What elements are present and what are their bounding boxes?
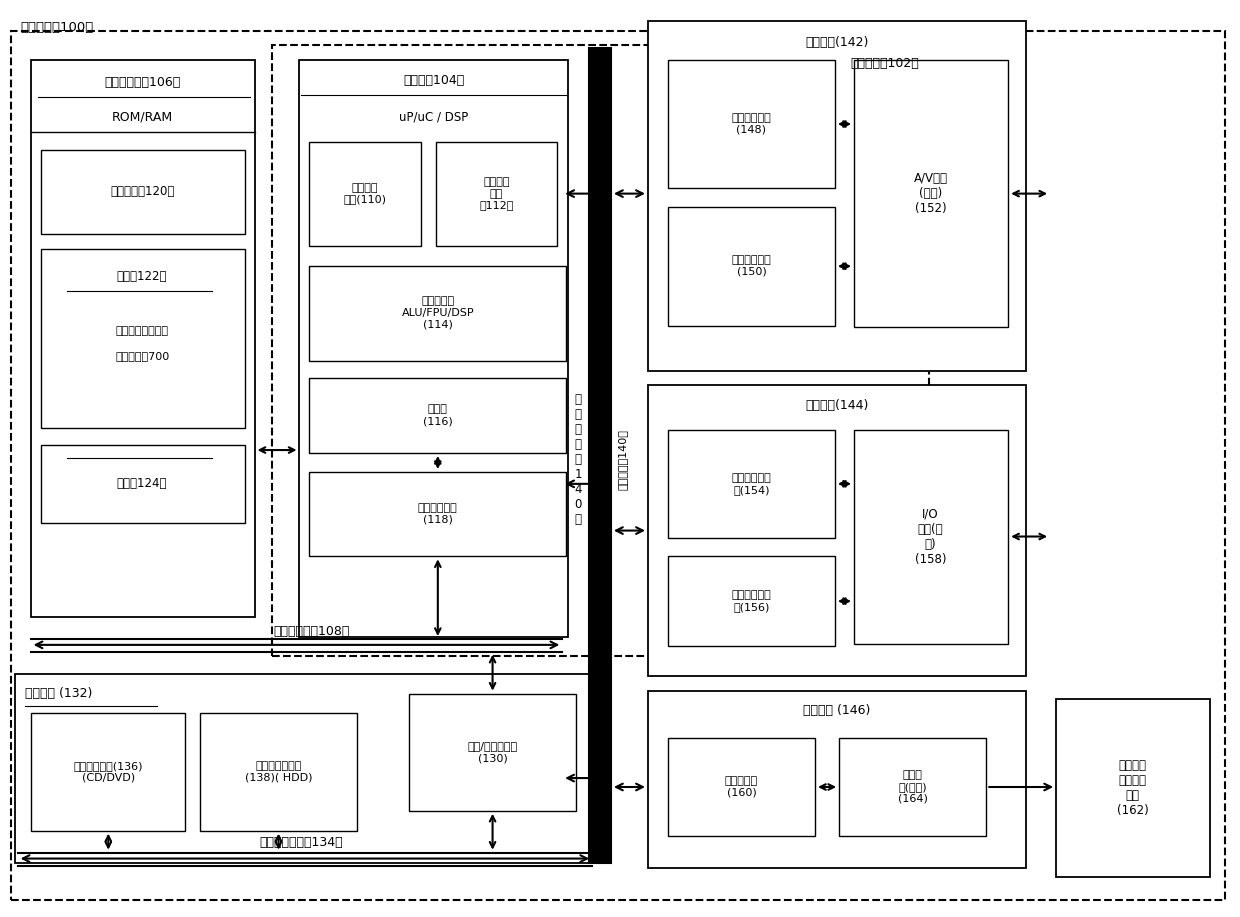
- Text: 小鼻翼装置700: 小鼻翼装置700: [115, 350, 170, 360]
- Text: 音频处理单元
(150): 音频处理单元 (150): [732, 255, 771, 277]
- Text: 通信设备 (146): 通信设备 (146): [804, 704, 870, 717]
- Bar: [41, 249, 244, 428]
- Bar: [272, 45, 929, 656]
- Text: 储存设备 (132): 储存设备 (132): [25, 687, 92, 700]
- Bar: [668, 738, 815, 835]
- Bar: [200, 713, 357, 831]
- Bar: [668, 430, 835, 537]
- Text: 应用（122）: 应用（122）: [117, 270, 167, 282]
- Bar: [839, 738, 986, 835]
- Bar: [854, 61, 1008, 326]
- Bar: [31, 713, 185, 831]
- Text: 外围接口(144): 外围接口(144): [805, 399, 869, 412]
- Bar: [41, 149, 244, 235]
- Text: 总线/接口控制器
(130): 总线/接口控制器 (130): [467, 742, 517, 763]
- Text: 系统存储器（106）: 系统存储器（106）: [104, 76, 180, 89]
- Text: 处理器核心
ALU/FPU/DSP
(114): 处理器核心 ALU/FPU/DSP (114): [402, 296, 474, 329]
- Text: 计算设备（100）: 计算设备（100）: [21, 21, 94, 34]
- Text: 一级高速
缓存(110): 一级高速 缓存(110): [343, 182, 387, 204]
- Bar: [647, 21, 1027, 370]
- Text: 通信端
口(多个)
(164): 通信端 口(多个) (164): [898, 770, 928, 803]
- Bar: [310, 266, 567, 360]
- Bar: [435, 142, 557, 247]
- Text: 网络控制器
(160): 网络控制器 (160): [725, 776, 758, 798]
- Text: 接口总线（140）: 接口总线（140）: [618, 429, 627, 491]
- Text: 数据（124）: 数据（124）: [117, 478, 167, 491]
- Bar: [589, 48, 611, 863]
- Text: 存储器总线（108）: 存储器总线（108）: [273, 625, 350, 638]
- Bar: [647, 385, 1027, 676]
- Bar: [310, 142, 420, 247]
- Bar: [310, 379, 567, 453]
- Text: ROM/RAM: ROM/RAM: [112, 111, 172, 124]
- Bar: [299, 61, 568, 637]
- Bar: [589, 48, 611, 863]
- Text: 串行接口控制
器(154): 串行接口控制 器(154): [732, 473, 771, 494]
- Bar: [31, 61, 254, 617]
- Bar: [15, 674, 593, 863]
- Text: 二级高速
缓存
（112）: 二级高速 缓存 （112）: [480, 177, 513, 210]
- Bar: [668, 557, 835, 646]
- Bar: [310, 472, 567, 557]
- Text: 寄存器
(116): 寄存器 (116): [423, 404, 453, 426]
- Text: 可移除储存器(136)
(CD/DVD): 可移除储存器(136) (CD/DVD): [73, 761, 143, 783]
- Text: 处理器（104）: 处理器（104）: [403, 73, 465, 87]
- Text: 不可移除储存器
(138)( HDD): 不可移除储存器 (138)( HDD): [244, 761, 312, 783]
- Text: I/O
端口(多
个)
(158): I/O 端口(多 个) (158): [915, 507, 946, 566]
- Text: uP/uC / DSP: uP/uC / DSP: [399, 111, 469, 124]
- Text: 基于人脸网格的缩: 基于人脸网格的缩: [115, 326, 169, 336]
- Bar: [854, 430, 1008, 644]
- Text: 输出设备(142): 输出设备(142): [805, 36, 869, 49]
- Text: 储存接口总线（134）: 储存接口总线（134）: [259, 836, 343, 849]
- Bar: [41, 445, 244, 523]
- Bar: [1056, 699, 1210, 878]
- Text: A/V端口
(多个)
(152): A/V端口 (多个) (152): [914, 172, 947, 215]
- Bar: [647, 691, 1027, 867]
- Bar: [409, 693, 577, 811]
- Text: 操作系统（120）: 操作系统（120）: [110, 185, 175, 198]
- Text: 基本配置（102）: 基本配置（102）: [849, 58, 919, 71]
- Text: 其他计算
设备（多
个）
(162): 其他计算 设备（多 个） (162): [1117, 759, 1148, 817]
- Text: 接
口
总
线
（
1
4
0
）: 接 口 总 线 （ 1 4 0 ）: [574, 393, 582, 526]
- Text: 并行接口控制
器(156): 并行接口控制 器(156): [732, 591, 771, 612]
- Text: 图像处理单元
(148): 图像处理单元 (148): [732, 113, 771, 135]
- Bar: [668, 61, 835, 188]
- Bar: [668, 206, 835, 326]
- Text: 存储器控制器
(118): 存储器控制器 (118): [418, 503, 458, 525]
